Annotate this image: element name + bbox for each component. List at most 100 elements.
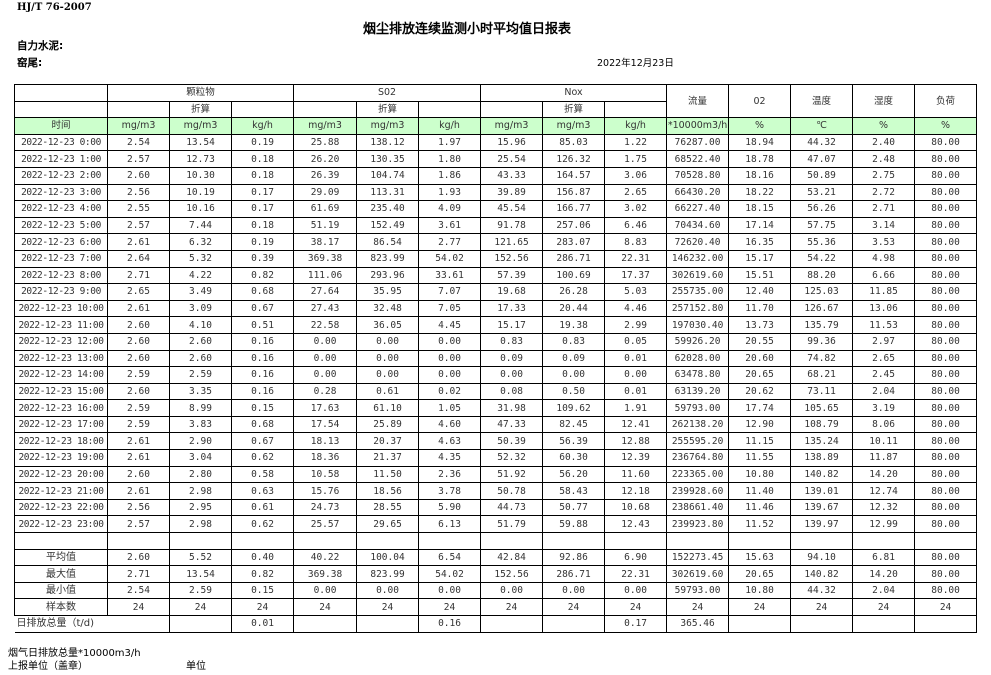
value-cell: 12.88 xyxy=(604,432,668,451)
value-cell: 2.95 xyxy=(169,498,232,517)
value-cell: 20.65 xyxy=(728,366,792,384)
time-cell: 2022-12-23 0:00 xyxy=(14,133,108,152)
unit-cell: ℃ xyxy=(790,117,854,135)
time-cell: 2022-12-23 17:00 xyxy=(14,415,108,434)
value-cell: 138.89 xyxy=(790,449,854,467)
value-cell: 27.43 xyxy=(293,299,358,318)
value-cell: 11.52 xyxy=(728,515,792,534)
value-cell: 24 xyxy=(356,598,420,616)
header-temperature: 温度 xyxy=(790,83,854,119)
value-cell: 25.89 xyxy=(356,415,420,434)
header-cell-empty xyxy=(14,100,108,119)
value-cell: 166.77 xyxy=(542,200,606,218)
value-cell: 0.83 xyxy=(480,332,544,351)
value-cell: 3.35 xyxy=(169,382,232,401)
value-cell: 18.15 xyxy=(728,200,792,218)
value-cell: 80.00 xyxy=(914,166,978,185)
value-cell: 55.36 xyxy=(790,233,854,251)
table-row: 2022-12-23 3:00 2.56 10.19 0.17 29.09 113.31 1… xyxy=(14,183,978,202)
value-cell: 164.57 xyxy=(542,166,606,185)
empty-cell xyxy=(230,532,295,550)
value-cell: 152.49 xyxy=(356,216,420,235)
value-cell: 0.40 xyxy=(230,548,295,567)
value-cell: 10.11 xyxy=(852,432,916,451)
value-cell: 2.60 xyxy=(107,548,170,567)
value-cell: 25.54 xyxy=(480,150,544,168)
value-cell: 20.44 xyxy=(542,299,606,318)
value-cell: 197030.40 xyxy=(666,316,730,334)
value-cell: 286.71 xyxy=(542,565,606,583)
value-cell: 80.00 xyxy=(914,366,978,384)
value-cell: 20.62 xyxy=(728,382,792,401)
table-row: 2022-12-23 5:00 2.57 7.44 0.18 51.19 152.49 3.… xyxy=(14,216,978,235)
value-cell: 18.78 xyxy=(728,150,792,168)
value-cell: 6.90 xyxy=(604,548,668,567)
empty-cell xyxy=(728,532,792,550)
header-humidity: 湿度 xyxy=(852,83,916,119)
value-cell: 80.00 xyxy=(914,283,978,301)
value-cell: 2.57 xyxy=(107,515,170,534)
daily-flow-total: 365.46 xyxy=(666,615,730,633)
header-row-groups: 颗粒物 S02 Nox 流量 02 温度 湿度 负荷 xyxy=(14,83,978,119)
value-cell: 0.00 xyxy=(356,332,420,351)
empty-cell xyxy=(542,615,606,633)
value-cell: 0.68 xyxy=(230,283,295,301)
value-cell: 2.57 xyxy=(107,150,170,168)
table-row: 2022-12-23 16:00 2.59 8.99 0.15 17.63 61.10 1.… xyxy=(14,399,978,417)
value-cell: 29.65 xyxy=(356,515,420,534)
daily-particulate-total: 0.01 xyxy=(230,615,295,633)
value-cell: 11.55 xyxy=(728,449,792,467)
value-cell: 3.19 xyxy=(852,399,916,417)
time-cell: 2022-12-23 3:00 xyxy=(14,183,108,202)
report-date: 2022年12月23日 xyxy=(597,58,674,69)
value-cell: 39.89 xyxy=(480,183,544,202)
header-o2: 02 xyxy=(728,83,792,119)
value-cell: 3.78 xyxy=(418,482,482,500)
value-cell: 80.00 xyxy=(914,299,978,318)
value-cell: 56.26 xyxy=(790,200,854,218)
footer-line-1: 烟气日排放总量*10000m3/h xyxy=(8,647,991,660)
value-cell: 35.95 xyxy=(356,283,420,301)
value-cell: 0.28 xyxy=(293,382,358,401)
value-cell: 66430.20 xyxy=(666,183,730,202)
value-cell: 5.03 xyxy=(604,283,668,301)
value-cell: 6.13 xyxy=(418,515,482,534)
company-label: 自力水泥: xyxy=(17,40,64,52)
standard-code: HJ/T 76-2007 xyxy=(17,2,92,13)
value-cell: 45.54 xyxy=(480,200,544,218)
value-cell: 68522.40 xyxy=(666,150,730,168)
value-cell: 62028.00 xyxy=(666,349,730,368)
value-cell: 24 xyxy=(542,598,606,616)
table-row: 2022-12-23 1:00 2.57 12.73 0.18 26.20 130.35 1… xyxy=(14,150,978,168)
value-cell: 6.46 xyxy=(604,216,668,235)
value-cell: 63478.80 xyxy=(666,366,730,384)
time-cell: 2022-12-23 5:00 xyxy=(14,216,108,235)
value-cell: 0.16 xyxy=(230,382,295,401)
value-cell: 2.60 xyxy=(107,465,170,484)
value-cell: 3.02 xyxy=(604,200,668,218)
table-row: 2022-12-23 11:00 2.60 4.10 0.51 22.58 36.05 4.… xyxy=(14,316,978,334)
value-cell: 17.14 xyxy=(728,216,792,235)
value-cell: 24 xyxy=(604,598,668,616)
value-cell: 0.00 xyxy=(480,366,544,384)
value-cell: 0.15 xyxy=(230,399,295,417)
table-row: 2022-12-23 20:00 2.60 2.80 0.58 10.58 11.50 2.… xyxy=(14,465,978,484)
value-cell: 2.56 xyxy=(107,498,170,517)
value-cell: 135.24 xyxy=(790,432,854,451)
value-cell: 6.54 xyxy=(418,548,482,567)
value-cell: 2.59 xyxy=(107,366,170,384)
value-cell: 12.73 xyxy=(169,150,232,168)
value-cell: 2.65 xyxy=(604,183,668,202)
value-cell: 80.00 xyxy=(914,565,978,583)
value-cell: 80.00 xyxy=(914,150,978,168)
value-cell: 80.00 xyxy=(914,482,978,500)
value-cell: 0.05 xyxy=(604,332,668,351)
value-cell: 257152.80 xyxy=(666,299,730,318)
stats-row: 样本数 24 24 24 24 24 24 24 24 24 24 24 24 24 24 xyxy=(14,598,978,616)
value-cell: 51.19 xyxy=(293,216,358,235)
value-cell: 22.31 xyxy=(604,249,668,268)
stats-row: 最大值 2.71 13.54 0.82 369.38 823.99 54.02 152.56 2… xyxy=(14,565,978,583)
table-row: 2022-12-23 23:00 2.57 2.98 0.62 25.57 29.65 6.… xyxy=(14,515,978,534)
value-cell: 11.70 xyxy=(728,299,792,318)
value-cell: 92.86 xyxy=(542,548,606,567)
